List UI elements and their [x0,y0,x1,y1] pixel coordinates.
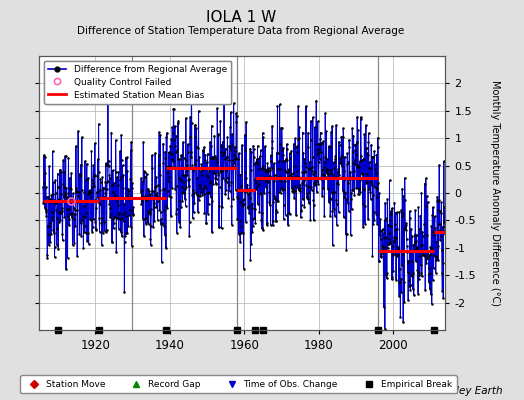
Y-axis label: Monthly Temperature Anomaly Difference (°C): Monthly Temperature Anomaly Difference (… [490,80,500,306]
Legend: Difference from Regional Average, Quality Control Failed, Estimated Station Mean: Difference from Regional Average, Qualit… [44,60,232,104]
Legend: Station Move, Record Gap, Time of Obs. Change, Empirical Break: Station Move, Record Gap, Time of Obs. C… [20,376,456,394]
Text: IOLA 1 W: IOLA 1 W [206,10,276,25]
Text: Difference of Station Temperature Data from Regional Average: Difference of Station Temperature Data f… [78,26,405,36]
Text: Berkeley Earth: Berkeley Earth [427,386,503,396]
